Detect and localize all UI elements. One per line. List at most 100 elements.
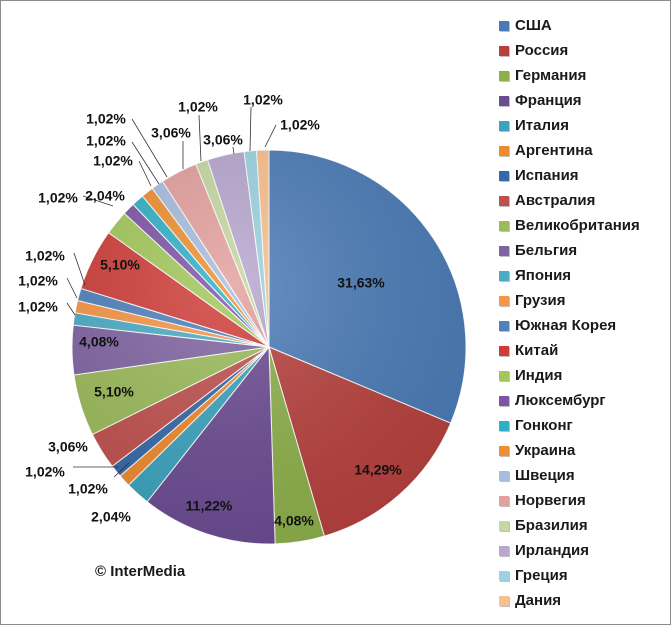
legend-swatch [499,145,509,156]
slice-19-data-label: 1,02% [86,111,126,127]
legend-item: Бельгия [499,238,669,263]
slice-11-leader-line [66,302,76,316]
slice-16-data-label: 1,02% [38,190,78,206]
legend-item: Германия [499,63,669,88]
legend-swatch [499,570,509,581]
slice-15-data-label: 2,04% [85,188,125,204]
legend-swatch [499,220,509,231]
slice-6-leader-line [113,462,130,478]
slice-16-leader-line [82,195,114,207]
legend-label: Южная Корея [515,317,617,334]
legend-item: Грузия [499,288,669,313]
legend-swatch [499,520,509,531]
pie-slices [71,149,467,545]
slice-23-data-label: 1,02% [243,92,283,108]
legend-label: Франция [515,92,582,109]
legend-item: США [499,13,669,38]
legend-item: Швеция [499,463,669,488]
slice-9-data-label: 5,10% [94,384,134,400]
slice-1-data-label: 31,63% [337,275,385,291]
legend-item: Италия [499,113,669,138]
legend-item: Австралия [499,188,669,213]
legend-label: Ирландия [515,542,589,559]
leader-lines [66,106,277,478]
slice-12-leader-line [66,277,78,299]
slice-24-data-label: 1,02% [280,117,320,133]
legend-item: Китай [499,338,669,363]
data-labels: 31,63%14,29%4,08%11,22%2,04%1,02%1,02%3,… [18,92,402,529]
slice-10-data-label: 4,08% [79,334,119,350]
legend-swatch [499,245,509,256]
slice-23-leader-line [249,106,252,152]
slice-14-data-label: 5,10% [100,257,140,273]
legend-label: Бельгия [515,242,578,259]
slice-2-data-label: 14,29% [354,462,402,478]
slice-19-leader-line [131,118,168,178]
legend-item: Южная Корея [499,313,669,338]
slice-7-data-label: 1,02% [25,464,65,480]
legend-swatch [499,320,509,331]
legend-label: Испания [515,167,579,184]
legend-swatch [499,195,509,206]
slice-18-leader-line [131,141,160,185]
legend-item: Япония [499,263,669,288]
legend-swatch [499,20,509,31]
legend-label: Италия [515,117,569,134]
slice-22-leader-line [232,146,235,155]
legend-item: Люксембург [499,388,669,413]
legend-item: Ирландия [499,538,669,563]
legend-item: Украина [499,438,669,463]
legend-label: Бразилия [515,517,588,534]
slice-21-leader-line [198,114,202,162]
legend-label: Норвегия [515,492,586,509]
legend-swatch [499,470,509,481]
legend-item: Индия [499,363,669,388]
legend-swatch [499,545,509,556]
legend-label: Люксембург [515,392,606,409]
legend-swatch [499,595,509,606]
legend-label: Индия [515,367,563,384]
slice-13-leader-line [73,252,86,286]
legend-swatch [499,420,509,431]
legend-label: Греция [515,567,568,584]
legend-swatch [499,270,509,281]
slice-21-data-label: 1,02% [178,99,218,115]
legend-swatch [499,495,509,506]
slice-17-data-label: 1,02% [93,153,133,169]
legend-label: Аргентина [515,142,593,159]
legend-item: Великобритания [499,213,669,238]
slice-12-data-label: 1,02% [18,273,58,289]
legend-swatch [499,345,509,356]
slice-11-data-label: 1,02% [18,299,58,315]
slice-24-leader-line [264,124,277,148]
legend-label: Великобритания [515,217,640,234]
legend-item: Дания [499,588,669,613]
legend-swatch [499,95,509,106]
legend-item: Аргентина [499,138,669,163]
legend-label: США [515,17,552,34]
legend-label: Швеция [515,467,575,484]
legend-swatch [499,295,509,306]
legend-swatch [499,70,509,81]
legend-swatch [499,445,509,456]
legend-swatch [499,395,509,406]
slice-22-data-label: 3,06% [203,132,243,148]
legend-label: Украина [515,442,576,459]
legend-item: Норвегия [499,488,669,513]
legend: США Россия Германия Франция Италия Аргентина И… [499,13,669,613]
legend-item: Франция [499,88,669,113]
slice-18-data-label: 1,02% [86,133,126,149]
legend-label: Германия [515,67,587,84]
slice-4-data-label: 11,22% [186,498,233,514]
copyright-text: © InterMedia [95,563,186,580]
legend-swatch [499,170,509,181]
legend-item: Гонконг [499,413,669,438]
slice-8-data-label: 3,06% [48,439,88,455]
slice-6-data-label: 1,02% [68,481,108,497]
legend-label: Китай [515,342,559,359]
legend-label: Россия [515,42,569,59]
legend-swatch [499,45,509,56]
legend-item: Греция [499,563,669,588]
slice-13-data-label: 1,02% [25,248,65,264]
